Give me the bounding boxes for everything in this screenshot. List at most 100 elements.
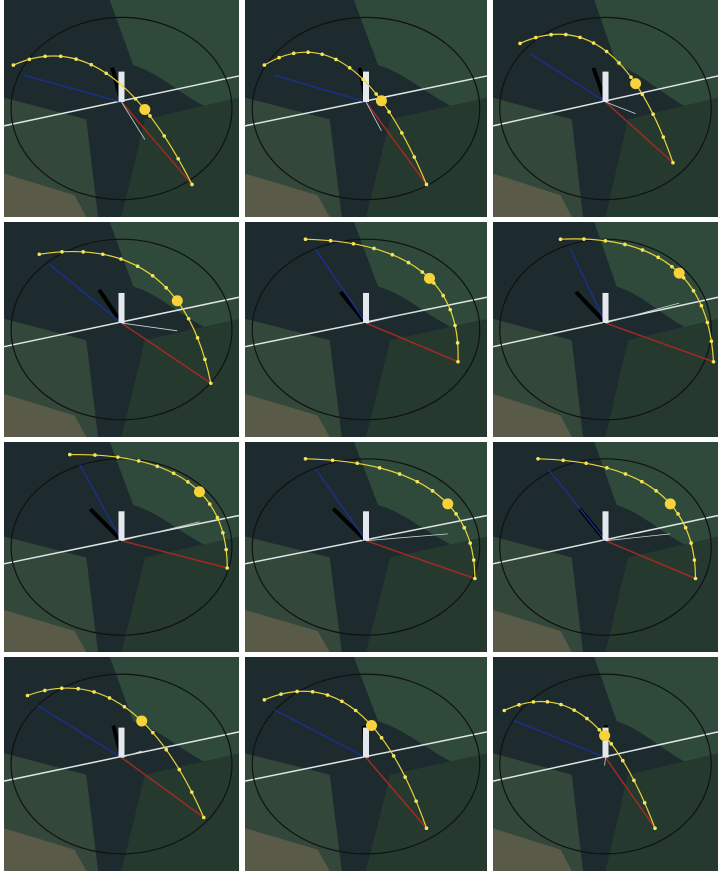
hour-dot — [397, 472, 402, 476]
hour-dot — [559, 702, 563, 707]
sky-dome — [499, 16, 712, 201]
sun — [193, 486, 205, 498]
land — [4, 828, 87, 871]
land — [594, 0, 718, 120]
azimuth-line — [365, 101, 428, 185]
pole — [363, 511, 369, 541]
hour-dot — [582, 237, 586, 241]
hour-dot — [473, 576, 477, 581]
shadow — [97, 288, 124, 325]
hour-dot — [310, 689, 315, 694]
land — [121, 97, 239, 217]
land — [109, 222, 239, 341]
sun-ray — [121, 521, 200, 542]
hour-dot — [306, 50, 310, 55]
panel — [244, 0, 488, 217]
hour-dot — [642, 801, 647, 805]
azimuth-line — [121, 756, 205, 819]
hour-dot — [390, 252, 395, 257]
hour-dot — [531, 700, 536, 704]
hour-dot — [640, 248, 645, 252]
hour-dot — [692, 558, 697, 562]
hour-dot — [104, 71, 109, 76]
pole — [118, 727, 125, 758]
sun — [664, 498, 676, 510]
hour-dot — [295, 689, 299, 694]
hour-dot — [605, 466, 609, 470]
sky-dome — [10, 673, 233, 855]
hour-dot — [709, 339, 714, 343]
sun-ray — [121, 322, 178, 332]
sun — [139, 103, 151, 115]
hour-dot — [374, 92, 379, 96]
hour-dot — [37, 252, 42, 257]
hour-dot — [201, 815, 206, 820]
panel — [3, 442, 240, 652]
pole — [602, 727, 609, 758]
shadow — [88, 507, 123, 543]
hour-dot — [518, 41, 522, 46]
land — [493, 173, 572, 217]
hour-dot — [177, 767, 182, 772]
hour-dot — [93, 453, 97, 457]
hour-dot — [676, 512, 680, 516]
hour-dot — [186, 316, 191, 321]
hour-dot — [656, 255, 660, 260]
panel — [244, 222, 488, 437]
hour-dot — [122, 704, 127, 709]
hour-dot — [59, 686, 64, 691]
hour-dot — [640, 479, 644, 484]
azimuth-line — [604, 101, 674, 164]
hour-dot — [414, 799, 418, 803]
hour-dot — [705, 320, 710, 325]
hour-dot — [328, 238, 333, 243]
hour-dot — [277, 55, 281, 60]
hour-dot — [549, 32, 553, 37]
land — [4, 610, 87, 652]
hour-dot — [693, 576, 698, 581]
hour-dot — [176, 156, 180, 161]
hour-dot — [107, 696, 112, 700]
hour-dot — [578, 35, 582, 40]
land — [353, 0, 487, 120]
hour-dot — [651, 112, 655, 117]
hour-dot — [325, 693, 330, 697]
sun-ray — [365, 533, 448, 542]
hour-dot — [453, 323, 457, 328]
hour-dot — [262, 63, 267, 67]
hour-dot — [420, 270, 425, 274]
azimuth-line — [547, 468, 607, 542]
land — [493, 610, 572, 652]
azimuth-line — [365, 322, 459, 363]
land — [366, 97, 487, 217]
shadow — [331, 507, 368, 543]
hour-dot — [148, 114, 152, 118]
hour-dot — [620, 758, 625, 763]
pole — [363, 292, 369, 324]
hour-dot — [279, 692, 283, 696]
hour-dot — [517, 702, 521, 707]
land — [605, 536, 718, 652]
shadow — [574, 290, 607, 325]
hour-dot — [320, 52, 324, 57]
sun — [673, 267, 685, 279]
azimuth-line — [513, 719, 606, 759]
hour-dot — [456, 359, 460, 364]
land — [366, 318, 487, 437]
azimuth-line — [274, 74, 367, 103]
land — [121, 318, 239, 437]
hour-dot — [291, 51, 296, 56]
land — [121, 536, 239, 652]
hour-dot — [536, 457, 540, 461]
land — [493, 828, 572, 871]
sun-ray — [365, 101, 382, 131]
azimuth-line — [365, 757, 428, 829]
hour-dot — [81, 250, 85, 254]
hour-dot — [653, 826, 657, 830]
hour-dot — [711, 359, 716, 364]
hour-dot — [454, 512, 458, 516]
hour-dot — [691, 289, 696, 293]
hour-dot — [60, 250, 64, 254]
hour-dot — [43, 688, 47, 693]
sun — [375, 95, 387, 107]
